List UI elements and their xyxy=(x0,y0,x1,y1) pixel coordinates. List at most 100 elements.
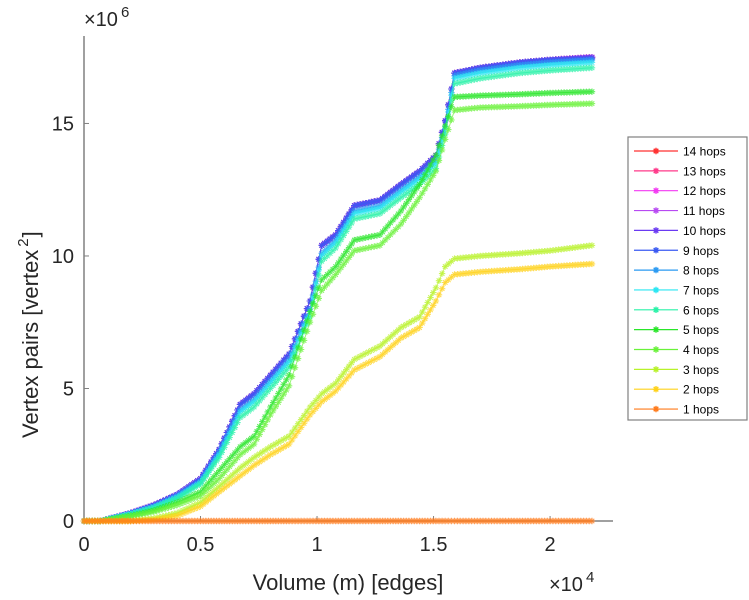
y-multiplier-base: ×10 xyxy=(84,9,118,31)
y-label-main: Vertex pairs [vertex xyxy=(18,250,43,438)
legend-label: 4 hops xyxy=(683,343,719,357)
y-axis-multiplier: ×10 6 xyxy=(84,4,129,31)
series-line xyxy=(84,59,593,522)
series-markers xyxy=(80,64,596,525)
legend-marker-icon xyxy=(652,167,660,174)
series-line xyxy=(84,56,593,522)
legend-item: 5 hops xyxy=(634,323,719,337)
series-markers xyxy=(80,54,596,525)
series-markers xyxy=(80,88,596,525)
series-5-hops xyxy=(80,88,596,525)
legend-marker-icon xyxy=(652,266,660,274)
x-tick-label: 0.5 xyxy=(187,534,215,556)
legend-marker-icon xyxy=(652,326,660,333)
series-9-hops xyxy=(80,55,596,525)
x-tick-label: 1.5 xyxy=(420,534,448,556)
legend-marker-icon xyxy=(652,207,660,214)
series-markers xyxy=(80,260,596,525)
legend-label: 6 hops xyxy=(683,303,719,317)
legend-label: 13 hops xyxy=(683,164,726,178)
legend-marker-icon xyxy=(652,147,660,155)
series-line xyxy=(84,62,593,522)
legend-label: 3 hops xyxy=(683,363,719,377)
series-markers xyxy=(80,100,596,525)
legend-marker-icon xyxy=(652,227,660,234)
series-markers xyxy=(80,517,596,525)
series-1-hops xyxy=(80,517,596,525)
series-line xyxy=(84,263,593,522)
legend-item: 10 hops xyxy=(634,224,726,238)
legend-label: 7 hops xyxy=(683,283,719,297)
series-markers xyxy=(80,54,596,525)
series-line xyxy=(84,56,593,522)
y-tick-label: 15 xyxy=(52,113,74,135)
series-6-hops xyxy=(80,64,596,525)
series-line xyxy=(84,91,593,522)
x-multiplier-exp: 4 xyxy=(586,569,594,586)
x-tick-label: 1 xyxy=(311,534,322,556)
legend-marker-icon xyxy=(652,306,660,313)
series-7-hops xyxy=(80,59,596,525)
legend-box xyxy=(627,136,748,421)
legend-item: 6 hops xyxy=(634,303,719,317)
series-12-hops xyxy=(80,54,596,525)
x-multiplier-base: ×10 xyxy=(549,574,583,596)
y-multiplier-exp: 6 xyxy=(121,4,129,21)
y-tick-label: 5 xyxy=(63,378,74,400)
series-layer xyxy=(80,54,596,525)
series-8-hops xyxy=(80,56,596,525)
legend: 14 hops 13 hops 12 hops 11 hops 10 hops 9 hop… xyxy=(627,136,748,421)
legend-marker-icon xyxy=(652,405,660,413)
series-markers xyxy=(80,55,596,525)
legend-item: 14 hops xyxy=(634,145,726,159)
legend-item: 11 hops xyxy=(634,204,725,218)
series-4-hops xyxy=(80,100,596,525)
series-13-hops xyxy=(80,54,596,525)
series-markers xyxy=(80,54,596,525)
series-line xyxy=(84,58,593,522)
series-14-hops xyxy=(80,54,596,525)
legend-item: 4 hops xyxy=(634,343,719,357)
series-line xyxy=(84,67,593,522)
legend-label: 1 hops xyxy=(683,403,719,417)
series-3-hops xyxy=(80,242,596,525)
legend-item: 1 hops xyxy=(634,403,719,417)
series-line xyxy=(84,56,593,522)
series-2-hops xyxy=(80,260,596,525)
series-line xyxy=(84,103,593,522)
legend-label: 9 hops xyxy=(683,244,719,258)
legend-label: 2 hops xyxy=(683,383,719,397)
legend-marker-icon xyxy=(652,366,660,373)
x-ticks: 0 0.5 1 1.5 2 xyxy=(78,516,556,556)
series-markers xyxy=(80,242,596,525)
legend-item: 2 hops xyxy=(634,383,719,397)
x-axis-multiplier: ×10 4 xyxy=(549,569,594,596)
y-label-close: ] xyxy=(18,231,43,237)
legend-item: 7 hops xyxy=(634,283,719,297)
legend-label: 12 hops xyxy=(683,184,726,198)
axes: 0 0.5 1 1.5 2 0 5 10 15 xyxy=(52,36,613,556)
legend-label: 5 hops xyxy=(683,323,719,337)
legend-label: 11 hops xyxy=(683,204,725,218)
legend-label: 10 hops xyxy=(683,224,726,238)
x-tick-label: 2 xyxy=(545,534,556,556)
legend-marker-icon xyxy=(652,187,660,194)
series-markers xyxy=(80,54,596,525)
legend-label: 8 hops xyxy=(683,264,719,278)
y-axis-label: Vertex pairs [vertex 2] xyxy=(15,231,43,438)
y-tick-label: 10 xyxy=(52,246,74,268)
series-markers xyxy=(80,59,596,525)
legend-marker-icon xyxy=(652,346,660,353)
legend-item: 12 hops xyxy=(634,184,726,198)
legend-marker-icon xyxy=(652,386,660,393)
legend-item: 8 hops xyxy=(634,264,719,278)
legend-label: 14 hops xyxy=(683,145,726,159)
legend-item: 9 hops xyxy=(634,244,719,258)
series-line xyxy=(84,56,593,522)
x-tick-label: 0 xyxy=(78,534,89,556)
legend-marker-icon xyxy=(652,286,660,294)
series-markers xyxy=(80,54,596,525)
y-ticks: 0 5 10 15 xyxy=(52,113,89,533)
legend-item: 13 hops xyxy=(634,164,726,178)
y-tick-label: 0 xyxy=(63,511,74,533)
